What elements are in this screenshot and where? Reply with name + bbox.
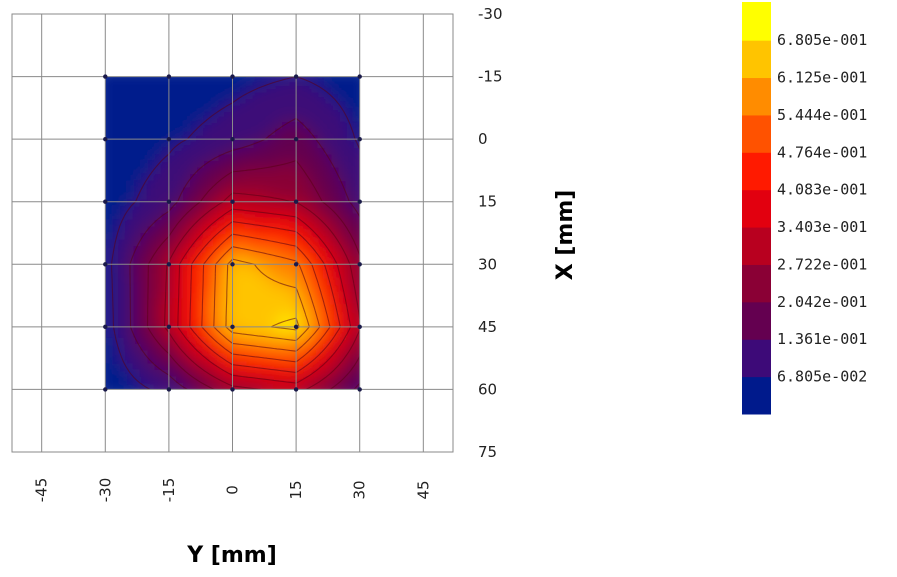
data-point: [103, 74, 108, 79]
data-point: [166, 324, 172, 330]
colorbar-band: [742, 114, 771, 153]
x-tick-label: 15: [287, 480, 305, 499]
y-tick-label: 0: [478, 130, 488, 148]
colorbar-band: [742, 2, 771, 41]
data-point: [166, 387, 172, 392]
data-point: [103, 262, 108, 267]
grid: [11, 13, 454, 453]
colorbar-band: [742, 339, 771, 378]
data-point: [230, 136, 235, 142]
data-point: [293, 74, 299, 79]
data-point: [357, 387, 362, 392]
data-point: [230, 74, 235, 79]
colorbar-labels: 6.805e-001 6.125e-001 5.444e-001 4.764e-001…: [777, 31, 867, 385]
data-point: [166, 262, 172, 267]
colorbar-label: 1.361e-001: [777, 330, 867, 348]
x-axis-ticks: -45 -30 -15 0 15 30 45: [33, 478, 433, 503]
contour-line: [146, 159, 360, 390]
data-point: [166, 199, 172, 204]
colorbar-label: 4.764e-001: [777, 143, 867, 161]
contour-line: [271, 317, 300, 331]
data-point: [103, 136, 108, 142]
x-tick-label: -45: [33, 478, 51, 503]
data-point: [357, 199, 362, 204]
contour-lines: [110, 76, 360, 390]
x-axis-label: Y [mm]: [186, 543, 277, 568]
y-tick-label: -30: [478, 5, 503, 23]
data-point: [357, 136, 362, 142]
colorbar-band: [742, 376, 771, 415]
colorbar-label: 4.083e-001: [777, 181, 867, 199]
data-point: [357, 74, 362, 79]
y-tick-label: 30: [478, 255, 497, 273]
data-point: [166, 136, 172, 142]
colorbar-label: 6.805e-002: [777, 368, 867, 386]
colorbar-band: [742, 301, 771, 340]
x-tick-label: -30: [96, 478, 114, 503]
data-point: [103, 324, 108, 330]
colorbar-band: [742, 264, 771, 303]
data-point: [357, 262, 362, 267]
colorbar-label: 2.042e-001: [777, 293, 867, 311]
x-tick-label: 30: [351, 480, 369, 499]
data-point: [293, 387, 299, 392]
data-point: [293, 262, 299, 267]
data-point: [230, 387, 235, 392]
measurement-points: [103, 74, 362, 392]
y-axis-ticks: -30 -15 0 15 30 45 60 75: [478, 5, 503, 461]
colorbar-label: 6.125e-001: [777, 69, 867, 87]
contour-line: [213, 246, 321, 352]
x-tick-label: 0: [224, 485, 242, 495]
data-point: [166, 74, 172, 79]
colorbar-label: 6.805e-001: [777, 31, 867, 49]
data-point: [103, 387, 108, 392]
colorbar-band: [742, 152, 771, 191]
data-point: [230, 324, 235, 330]
colorbar-band: [742, 40, 771, 79]
colorbar: [742, 2, 771, 415]
contour-line: [177, 208, 352, 384]
colorbar-band: [742, 77, 771, 116]
x-tick-label: 45: [414, 480, 432, 499]
data-point: [357, 324, 362, 330]
contour-line: [110, 76, 360, 390]
x-tick-label: -15: [160, 478, 178, 503]
colorbar-band: [742, 227, 771, 265]
y-tick-label: 45: [478, 318, 497, 336]
colorbar-label: 5.444e-001: [777, 106, 867, 124]
data-point: [293, 199, 299, 204]
colorbar-label: 2.722e-001: [777, 255, 867, 273]
colorbar-band: [742, 189, 771, 228]
data-point: [230, 262, 235, 267]
y-axis-label: X [mm]: [553, 190, 578, 281]
contour-line: [129, 117, 360, 390]
data-point: [293, 136, 299, 142]
y-tick-label: 75: [478, 443, 497, 461]
y-tick-label: 15: [478, 193, 497, 211]
colorbar-label: 3.403e-001: [777, 218, 867, 236]
y-tick-label: 60: [478, 380, 497, 398]
data-point: [293, 324, 299, 330]
heatmap-surface: [105, 76, 360, 390]
data-point: [103, 199, 108, 204]
y-tick-label: -15: [478, 68, 503, 86]
data-point: [230, 199, 235, 204]
contour-line: [189, 221, 341, 374]
